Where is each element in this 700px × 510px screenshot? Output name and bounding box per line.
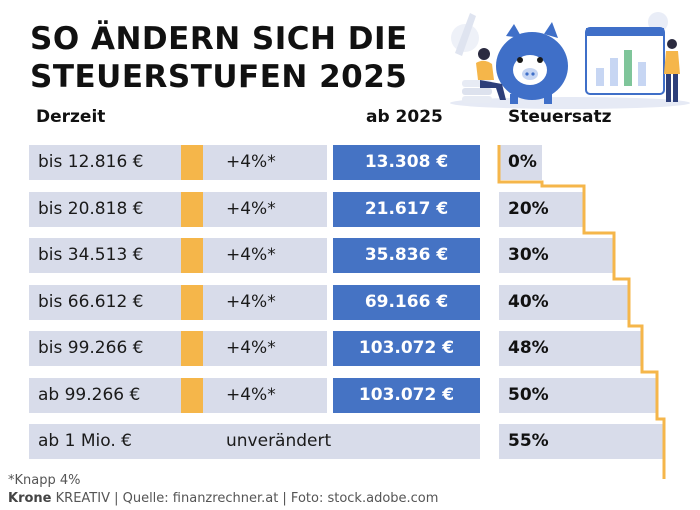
change-label: unverändert xyxy=(226,431,332,451)
row-background-change xyxy=(205,331,327,366)
change-marker xyxy=(181,285,203,320)
change-marker xyxy=(181,145,203,180)
change-label: +4%* xyxy=(226,292,276,312)
title-line-1: SO ÄNDERN SICH DIE xyxy=(30,21,408,57)
current-threshold: bis 20.818 € xyxy=(38,199,144,219)
current-threshold: ab 1 Mio. € xyxy=(38,431,132,451)
row-background-change xyxy=(205,238,327,273)
row-background-change xyxy=(205,378,327,413)
tax-rate: 30% xyxy=(508,245,549,265)
new-threshold: 69.166 € xyxy=(333,285,480,320)
change-marker xyxy=(181,331,203,366)
title-line-2: STEUERSTUFEN 2025 xyxy=(30,59,408,95)
current-threshold: bis 34.513 € xyxy=(38,245,144,265)
current-threshold: bis 12.816 € xyxy=(38,152,144,172)
tax-rate: 40% xyxy=(508,292,549,312)
rate-bar xyxy=(499,285,629,320)
new-threshold: 103.072 € xyxy=(333,378,480,413)
current-threshold: ab 99.266 € xyxy=(38,385,141,405)
rate-bar xyxy=(499,378,657,413)
row-background-change xyxy=(205,285,327,320)
new-threshold: 103.072 € xyxy=(333,331,480,366)
current-threshold: bis 66.612 € xyxy=(38,292,144,312)
row-background-change xyxy=(205,192,327,227)
row-background-change xyxy=(205,145,327,180)
rate-bar xyxy=(499,192,584,227)
rate-bar xyxy=(499,238,614,273)
change-label: +4%* xyxy=(226,245,276,265)
new-threshold: 13.308 € xyxy=(333,145,480,180)
footnote: *Knapp 4% xyxy=(8,473,81,488)
credit-line: Krone KREATIV | Quelle: finanzrechner.at… xyxy=(8,491,438,506)
header-current: Derzeit xyxy=(36,107,106,127)
new-threshold: 21.617 € xyxy=(333,192,480,227)
change-label: +4%* xyxy=(226,338,276,358)
header-rate: Steuersatz xyxy=(508,107,612,127)
credit-text: KREATIV | Quelle: finanzrechner.at | Fot… xyxy=(51,491,439,506)
change-label: +4%* xyxy=(226,152,276,172)
current-threshold: bis 99.266 € xyxy=(38,338,144,358)
new-threshold: 35.836 € xyxy=(333,238,480,273)
tax-rate: 50% xyxy=(508,385,549,405)
tax-rate: 0% xyxy=(508,152,537,172)
rate-bar xyxy=(499,424,664,459)
change-label: +4%* xyxy=(226,385,276,405)
illustration-image xyxy=(450,12,690,109)
credit-brand: Krone xyxy=(8,491,52,506)
header-new: ab 2025 xyxy=(366,107,443,127)
change-label: +4%* xyxy=(226,199,276,219)
tax-rate: 20% xyxy=(508,199,549,219)
change-marker xyxy=(181,238,203,273)
change-marker xyxy=(181,192,203,227)
rate-bar xyxy=(499,331,642,366)
row-background xyxy=(29,424,480,459)
tax-rate: 55% xyxy=(508,431,549,451)
change-marker xyxy=(181,378,203,413)
page-title: SO ÄNDERN SICH DIE STEUERSTUFEN 2025 xyxy=(30,20,408,96)
rate-bar xyxy=(499,145,542,180)
tax-rate: 48% xyxy=(508,338,549,358)
